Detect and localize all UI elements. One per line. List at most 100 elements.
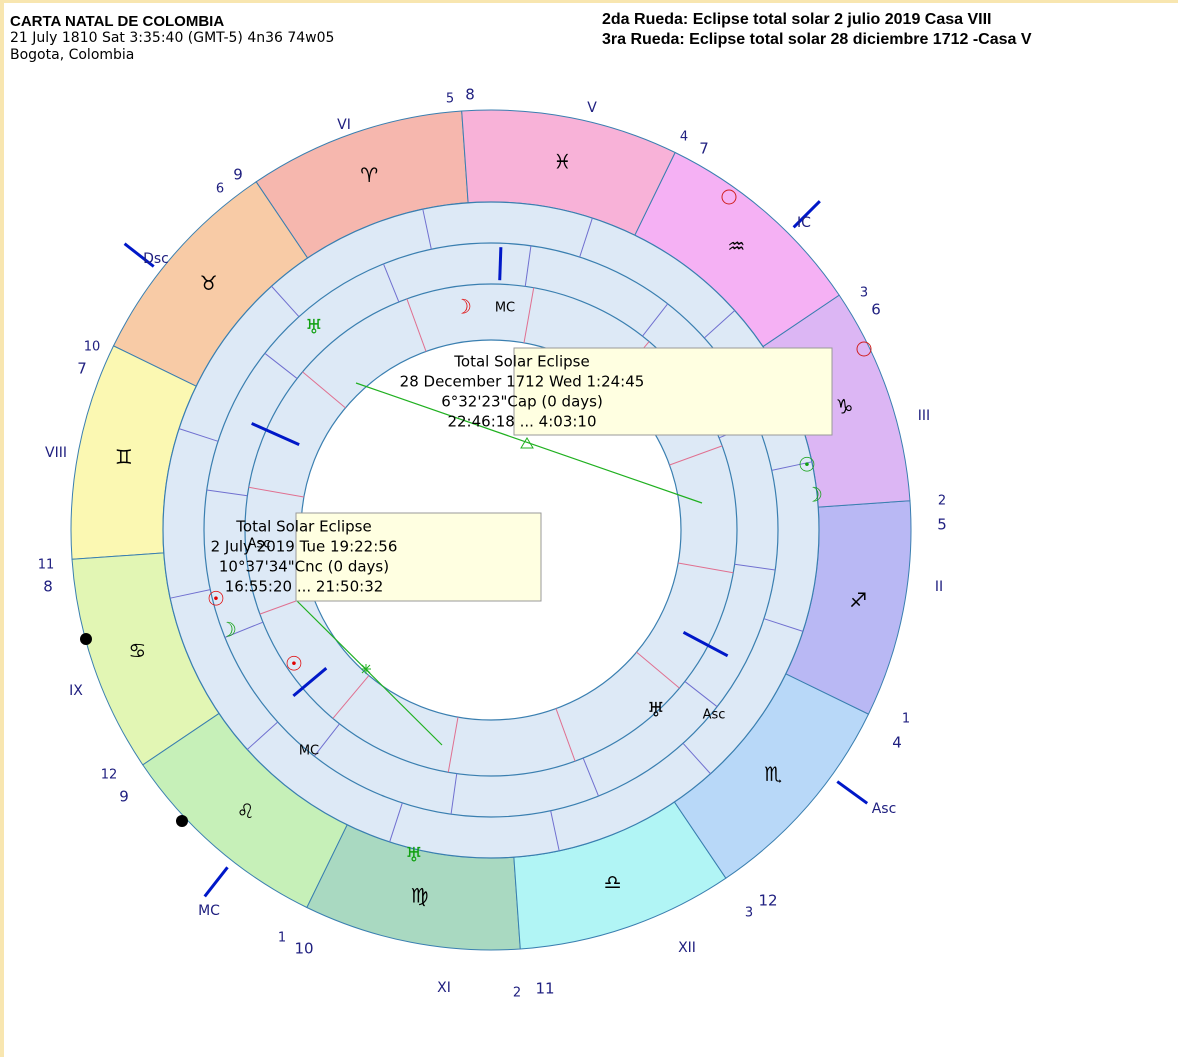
house-cusp [678, 562, 734, 574]
wheel3-title: 3ra Rueda: Eclipse total solar 28 diciem… [602, 31, 1032, 48]
house-number: 1 [278, 931, 286, 946]
house-number: 4 [680, 130, 688, 145]
tooltip-line: 2 July 2019 Tue 19:22:56 [211, 538, 398, 556]
house-cusp [524, 245, 532, 287]
house-label: II [935, 579, 943, 595]
sign-glyph: ♎ [604, 870, 622, 894]
house-number: 1 [902, 712, 910, 727]
house-cusp [170, 589, 211, 599]
angle-line [498, 247, 503, 281]
house-number: 9 [119, 788, 129, 806]
house-cusp [264, 352, 298, 379]
house-cusp [313, 723, 340, 757]
house-number: 6 [216, 182, 224, 197]
wheel2-title: 2da Rueda: Eclipse total solar 2 julio 2… [602, 11, 992, 28]
house-number: 7 [77, 360, 87, 378]
planet-glyph: ♅ [647, 698, 665, 722]
tooltip [513, 347, 833, 436]
house-label: V [587, 100, 597, 116]
planet-glyph: ☉ [798, 453, 816, 477]
place: Bogota, Colombia [10, 47, 135, 63]
house-label: VI [337, 117, 351, 133]
house-cusp [178, 428, 219, 442]
house-cusp [684, 681, 718, 708]
house-label: Asc [872, 801, 897, 817]
aspect-glyph [520, 437, 534, 449]
tooltip-line: Total Solar Eclipse [453, 353, 589, 371]
house-cusp [582, 757, 599, 797]
house-cusp [669, 445, 723, 466]
house-number: 11 [535, 980, 554, 998]
point [176, 815, 188, 827]
house-cusp [550, 810, 560, 851]
birth-data: 21 July 1810 Sat 3:35:40 (GMT-5) 4n36 74… [10, 30, 335, 46]
house-label: III [918, 408, 930, 424]
house-number: 2 [513, 986, 521, 1001]
planet-glyph: ♅ [305, 315, 323, 339]
house-number: 10 [294, 940, 313, 958]
house-cusp [271, 285, 300, 318]
house-cusp [206, 489, 248, 497]
tooltip-line: 16:55:20 ... 21:50:32 [225, 578, 384, 596]
house-label: IX [69, 683, 83, 699]
planet-glyph: ☽ [454, 295, 472, 319]
angle-line [682, 631, 729, 658]
house-number: 3 [860, 286, 868, 301]
house-cusp [246, 721, 279, 750]
angle-line [251, 422, 300, 446]
house-cusp [389, 802, 403, 843]
sign-glyph: ♉ [200, 271, 218, 295]
planet-glyph: ☽ [219, 618, 237, 642]
house-number: 10 [84, 340, 101, 355]
house-number: 4 [892, 734, 902, 752]
house-number: 9 [233, 166, 243, 184]
house-cusp [579, 217, 593, 258]
planet-glyph: ☉ [207, 587, 225, 611]
house-cusp [771, 461, 812, 471]
tooltip [295, 512, 542, 602]
house-cusp [642, 303, 669, 337]
house-cusp [734, 563, 776, 571]
house-number: 7 [699, 140, 709, 158]
house-cusp [422, 209, 432, 250]
point [721, 189, 737, 205]
planet-glyph: Asc [248, 537, 271, 552]
house-number: 3 [745, 906, 753, 921]
angle-line [292, 667, 328, 697]
house-cusp [555, 708, 576, 762]
house-label: MC [198, 903, 220, 919]
sign-glyph: ♒ [727, 234, 745, 258]
house-label: XI [437, 980, 451, 996]
tooltip-line: 6°32'23"Cap (0 days) [441, 393, 603, 411]
planet-glyph: ☽ [805, 483, 823, 507]
house-cusp [450, 773, 458, 815]
house-label: XII [678, 940, 696, 956]
point [856, 341, 872, 357]
house-number: 5 [937, 516, 947, 534]
house-number: 5 [446, 92, 454, 107]
planet-glyph: MC [495, 301, 515, 316]
planet-glyph: MC [299, 744, 319, 759]
sign-glyph: ♍ [411, 884, 429, 908]
house-cusp [406, 298, 427, 352]
house-label: VIII [45, 445, 67, 461]
sign-glyph: ♐ [849, 588, 867, 612]
house-cusp [332, 675, 370, 719]
house-label: Dsc [143, 251, 169, 267]
point [80, 633, 92, 645]
house-cusp [682, 742, 711, 775]
house-cusp [703, 310, 736, 339]
house-cusp [763, 618, 804, 632]
aspect-line [355, 382, 703, 504]
aspect-glyph [361, 664, 371, 674]
house-cusp [636, 651, 680, 689]
chart-title: CARTA NATAL DE COLOMBIA [10, 13, 225, 30]
planet-glyph: ♅ [405, 843, 423, 867]
tooltip-line: Total Solar Eclipse [235, 518, 371, 536]
planet-glyph: ☉ [285, 652, 303, 676]
house-cusp [383, 263, 400, 303]
house-number: 8 [43, 578, 53, 596]
sign-glyph: ♋ [128, 638, 146, 662]
house-number: 12 [101, 768, 118, 783]
